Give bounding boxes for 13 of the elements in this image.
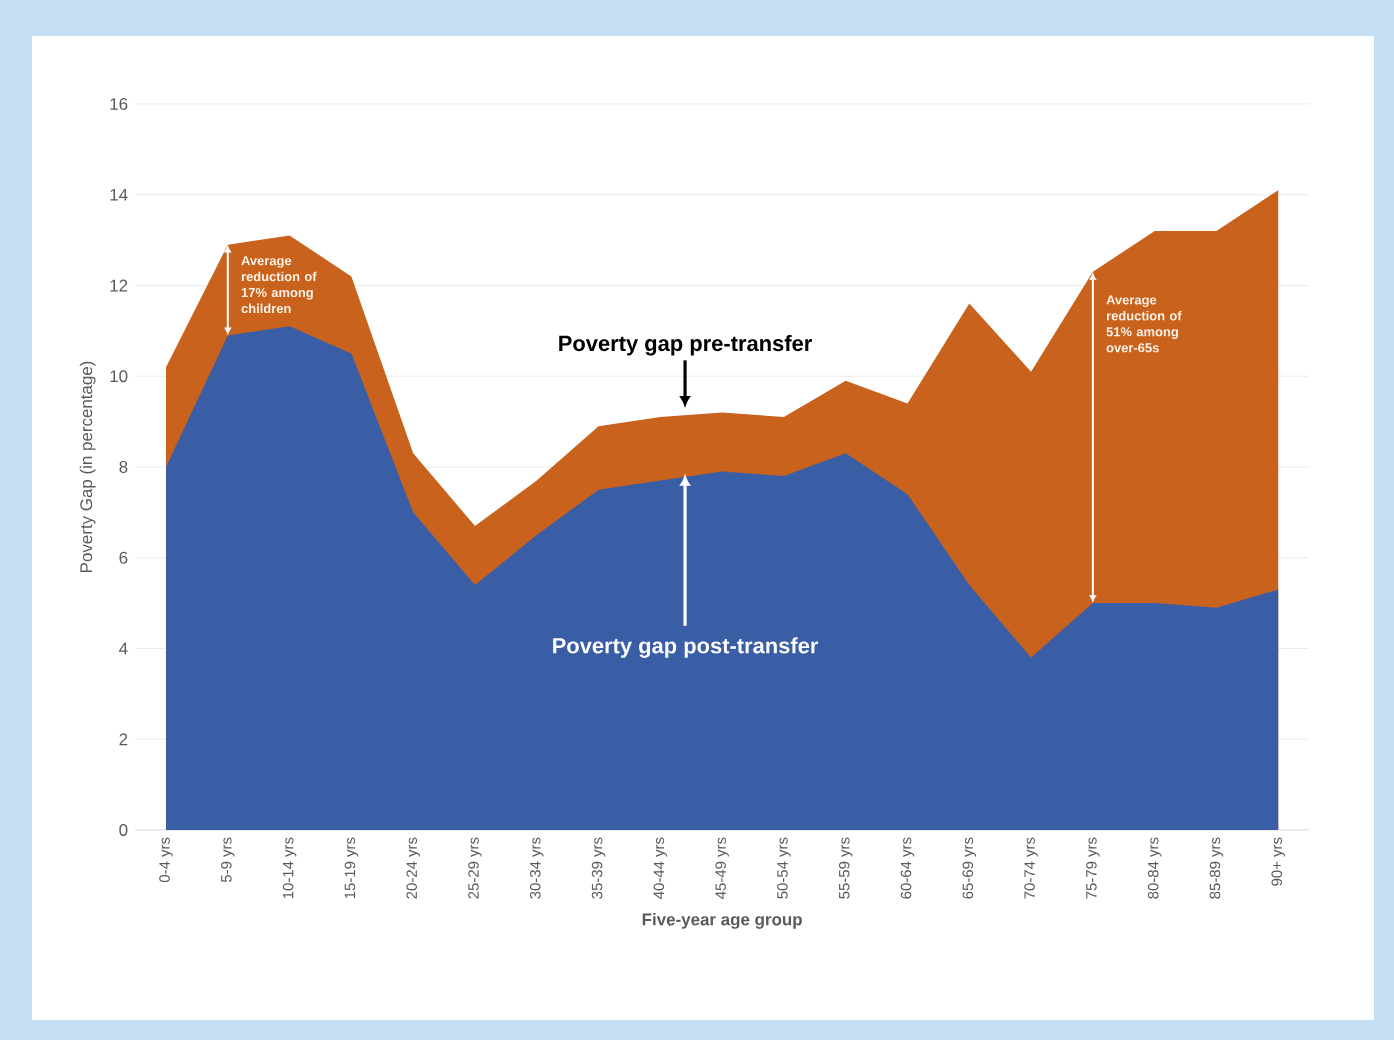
y-tick-label: 12 [110,279,128,292]
series-label: Poverty gap pre-transfer [559,335,812,356]
y-tick-label: 4 [119,642,128,655]
y-tick-label: 16 [110,97,128,110]
y-tick-label: 8 [119,460,128,473]
x-axis-title: Five-year age group [642,912,802,929]
y-tick-label: 6 [119,551,128,564]
y-axis-title: Poverty Gap (in percentage) [79,361,96,572]
y-tick-label: 2 [119,733,128,746]
y-tick-label: 10 [110,370,128,383]
y-tick-label: 0 [119,823,128,836]
series-label: Poverty gap post-transfer [553,637,819,658]
y-tick-label: 14 [110,188,128,201]
